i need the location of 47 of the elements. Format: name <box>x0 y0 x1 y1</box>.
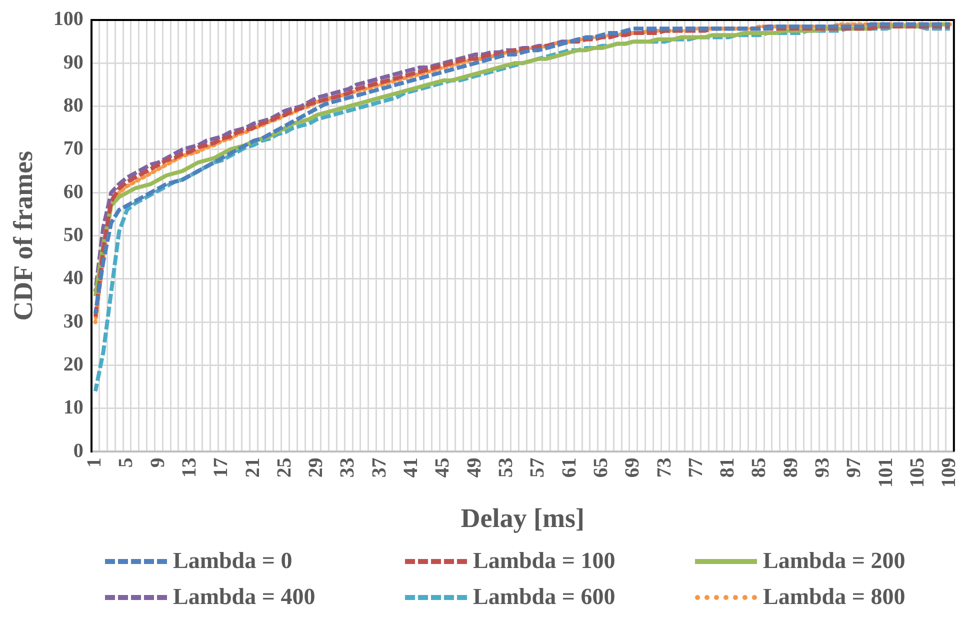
legend-label: Lambda = 100 <box>473 548 616 574</box>
x-tick-label: 85 <box>748 458 770 478</box>
x-tick-label: 101 <box>874 458 897 488</box>
y-axis-title: CDF of frames <box>8 150 38 321</box>
legend-label: Lambda = 800 <box>763 584 906 610</box>
x-tick-label: 21 <box>242 458 264 478</box>
x-tick-label: 9 <box>146 458 169 468</box>
x-tick-label: 13 <box>178 458 200 478</box>
y-tick-label: 10 <box>63 396 84 419</box>
x-tick-label: 5 <box>115 458 138 468</box>
x-tick-label: 81 <box>716 458 739 478</box>
x-tick-label: 89 <box>780 458 802 478</box>
y-tick-label: 100 <box>53 8 84 30</box>
x-tick-label: 41 <box>400 458 422 478</box>
y-tick-label: 20 <box>63 353 84 376</box>
x-tick-label: 53 <box>495 458 517 478</box>
x-tick-label: 73 <box>653 458 676 478</box>
x-tick-label: 17 <box>210 458 232 478</box>
x-tick-label: 65 <box>590 458 612 478</box>
x-tick-label: 69 <box>622 458 644 478</box>
x-tick-label: 49 <box>463 458 486 478</box>
x-tick-label: 37 <box>368 458 390 478</box>
x-tick-label: 93 <box>812 458 834 478</box>
legend-label: Lambda = 400 <box>173 584 316 610</box>
y-tick-label: 80 <box>63 94 84 116</box>
x-tick-label: 1 <box>84 458 106 468</box>
x-tick-label: 45 <box>432 458 454 478</box>
x-tick-label: 57 <box>526 458 549 478</box>
y-tick-label: 40 <box>63 267 84 290</box>
x-tick-label: 109 <box>938 458 960 488</box>
x-tick-label: 105 <box>906 458 928 488</box>
y-tick-label: 60 <box>63 180 84 203</box>
x-axis-title: Delay [ms] <box>460 502 585 533</box>
legend-label: Lambda = 200 <box>763 548 906 574</box>
legend-label: Lambda = 0 <box>173 548 292 574</box>
y-tick-label: 90 <box>63 51 84 74</box>
legend-label: Lambda = 600 <box>473 584 616 610</box>
x-tick-label: 97 <box>843 458 866 478</box>
x-tick-label: 77 <box>684 458 707 478</box>
y-tick-label: 50 <box>63 224 84 246</box>
y-tick-label: 0 <box>73 440 84 462</box>
y-tick-label: 70 <box>63 138 84 160</box>
x-tick-label: 33 <box>336 458 359 478</box>
x-tick-label: 61 <box>558 458 580 478</box>
y-tick-label: 30 <box>63 310 84 332</box>
x-tick-label: 29 <box>305 458 328 478</box>
x-tick-label: 25 <box>273 458 296 478</box>
